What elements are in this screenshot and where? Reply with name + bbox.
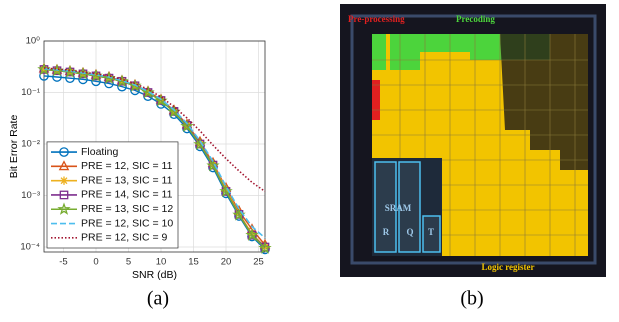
layout-label: T bbox=[428, 227, 434, 237]
caption: (b) bbox=[460, 288, 483, 310]
x-tick-label: 20 bbox=[221, 257, 232, 268]
layout-label: Pre-processing bbox=[348, 14, 405, 24]
layout-label: Q bbox=[406, 227, 413, 237]
legend-label: PRE = 12, SIC = 9 bbox=[81, 232, 168, 244]
x-tick-label: 0 bbox=[93, 257, 98, 268]
marker bbox=[60, 176, 68, 184]
legend-label: Floating bbox=[81, 146, 119, 158]
page: Pre-processing Precoding SRAM R Q T Logi… bbox=[0, 0, 619, 322]
layout-label: R bbox=[383, 227, 390, 237]
x-tick-label: 5 bbox=[126, 257, 131, 268]
x-tick-label: -5 bbox=[59, 257, 67, 268]
y-tick-label: 10⁻² bbox=[21, 139, 40, 150]
layout-label: SRAM bbox=[385, 203, 412, 213]
y-tick-label: 10⁻³ bbox=[21, 190, 40, 201]
caption: (a) bbox=[147, 288, 169, 310]
y-tick-label: 10⁻⁴ bbox=[20, 242, 40, 253]
legend-label: PRE = 14, SIC = 11 bbox=[81, 189, 173, 201]
x-tick-label: 15 bbox=[188, 257, 199, 268]
figure: Pre-processing Precoding SRAM R Q T Logi… bbox=[0, 0, 619, 322]
legend-label: PRE = 13, SIC = 11 bbox=[81, 174, 173, 186]
legend-label: PRE = 12, SIC = 10 bbox=[81, 217, 173, 229]
legend: Floating PRE = 12, SIC = 11 PRE = 13, SIC … bbox=[47, 142, 178, 248]
legend-label: PRE = 12, SIC = 11 bbox=[81, 160, 173, 172]
x-tick-label: 10 bbox=[156, 257, 167, 268]
layout-label: Logic register bbox=[481, 262, 534, 272]
legend-label: PRE = 13, SIC = 12 bbox=[81, 203, 173, 215]
layout-label: Precoding bbox=[456, 14, 495, 24]
precoding-area bbox=[372, 34, 386, 70]
x-axis-label: SNR (dB) bbox=[132, 269, 177, 281]
y-tick-label: 10⁰ bbox=[26, 36, 41, 47]
y-axis-label: Bit Error Rate bbox=[8, 115, 20, 179]
x-tick-label: 25 bbox=[253, 257, 264, 268]
y-tick-label: 10⁻¹ bbox=[21, 87, 40, 98]
chip-layout: Pre-processing Precoding SRAM R Q T Logi… bbox=[340, 4, 606, 277]
preprocessing-area bbox=[372, 80, 380, 120]
